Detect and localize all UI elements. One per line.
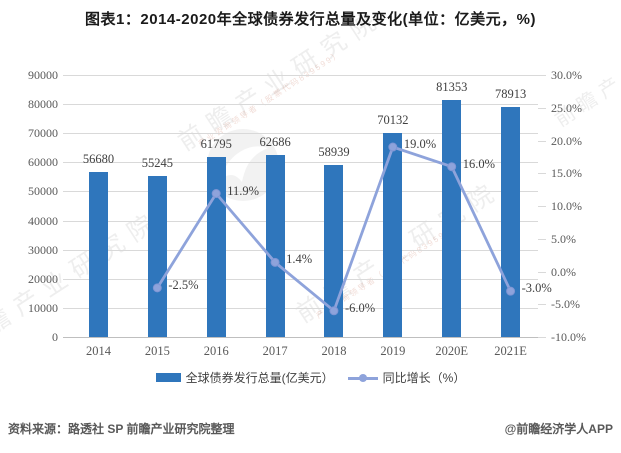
y-axis-tick-right: 15.0%: [551, 166, 582, 181]
point-label: 19.0%: [403, 137, 437, 152]
y-axis-tick-left: 30000: [28, 242, 58, 257]
legend-item-bars: 全球债券发行总量(亿美元）: [155, 369, 334, 386]
point-label: -2.5%: [168, 277, 199, 292]
y-axis-tick-right: -10.0%: [551, 330, 586, 344]
bar-value-label: 55245: [141, 156, 173, 171]
brand-text: @前瞻经济学人APP: [504, 422, 613, 436]
bar-value-label: 81353: [436, 80, 468, 95]
bar-value-label: 61795: [200, 137, 232, 152]
bar-value-label: 70132: [377, 112, 409, 127]
y-axis-tick-right: 10.0%: [551, 199, 582, 213]
y-axis-tick-right: 0.0%: [551, 264, 576, 279]
x-axis-tick: 2020E: [435, 344, 468, 358]
y-axis-tick-right: 25.0%: [551, 100, 582, 115]
y-axis-tick-left: 40000: [28, 213, 58, 228]
point-label: -3.0%: [521, 281, 552, 296]
bar-value-label: 56680: [82, 151, 115, 166]
y-axis-tick-right: 20.0%: [551, 133, 582, 148]
gridline: [63, 278, 538, 280]
y-axis-tick-left: 0: [52, 330, 58, 344]
x-axis-tick: 2019: [380, 344, 406, 358]
y-axis-tick-right: 30.0%: [551, 68, 582, 82]
right-axis-tick-mark: [538, 107, 546, 109]
bar: [383, 132, 403, 337]
gridline: [63, 307, 538, 309]
y-axis-tick-right: -5.0%: [551, 297, 580, 312]
y-axis-tick-right: 5.0%: [551, 231, 576, 246]
y-axis-tick-left: 60000: [28, 155, 58, 170]
bar-value-label: 62686: [259, 134, 291, 149]
right-axis-tick-mark: [538, 337, 546, 338]
right-axis-tick-mark: [538, 206, 546, 207]
legend-line-label: 同比增长（%）: [382, 371, 466, 385]
right-axis-tick-mark: [538, 75, 546, 76]
legend-bar-label: 全球债券发行总量(亿美元）: [185, 371, 334, 385]
right-axis-tick-mark: [538, 173, 546, 175]
bar: [206, 157, 226, 337]
bar: [501, 107, 521, 337]
line-series-swatch: [347, 372, 378, 384]
bar-series-swatch: [155, 373, 181, 382]
y-axis-tick-left: 90000: [28, 68, 58, 82]
bar: [265, 154, 285, 337]
gridline: [63, 249, 538, 251]
chart-title: 图表1：2014-2020年全球债券发行总量及变化(单位：亿美元，%): [85, 11, 536, 28]
x-axis-tick: 2017: [262, 344, 288, 358]
right-axis-tick-mark: [538, 304, 546, 306]
x-axis-tick: 2018: [321, 344, 347, 358]
bar: [324, 165, 344, 337]
legend-item-line: 同比增长（%）: [347, 369, 466, 386]
bar-value-label: 58939: [318, 145, 350, 160]
x-axis-tick: 2014: [85, 344, 111, 358]
x-axis-tick: 2021E: [494, 344, 527, 358]
y-axis-tick-left: 20000: [28, 271, 58, 286]
gridline: [63, 104, 538, 106]
point-label: -6.0%: [344, 300, 376, 315]
point-label: 11.9%: [227, 183, 260, 198]
source-text: 资料来源：路透社 SP 前瞻产业研究院整理: [8, 422, 235, 436]
legend: 全球债券发行总量(亿美元） 同比增长（%）: [0, 369, 621, 386]
bar: [88, 171, 108, 337]
bar-value-label: 78913: [494, 87, 527, 102]
line-swatch-marker: [358, 373, 367, 382]
y-axis-tick-left: 70000: [28, 126, 58, 141]
right-axis-tick-mark: [538, 238, 546, 240]
gridline: [63, 75, 538, 76]
right-axis-tick-mark: [538, 271, 546, 273]
x-axis-tick: 2015: [144, 344, 170, 358]
y-axis-tick-left: 50000: [28, 184, 58, 199]
right-axis-tick-mark: [538, 140, 546, 142]
gridline: [63, 220, 538, 222]
y-axis-tick-left: 80000: [28, 97, 58, 112]
bar: [147, 176, 167, 337]
gridline: [63, 191, 538, 193]
point-label: 1.4%: [286, 252, 313, 267]
point-label: 16.0%: [462, 156, 495, 171]
gridline: [63, 337, 538, 338]
y-axis-tick-left: 10000: [28, 300, 58, 315]
bar: [442, 100, 462, 337]
gridline: [63, 133, 538, 135]
x-axis-tick: 2016: [203, 344, 229, 358]
